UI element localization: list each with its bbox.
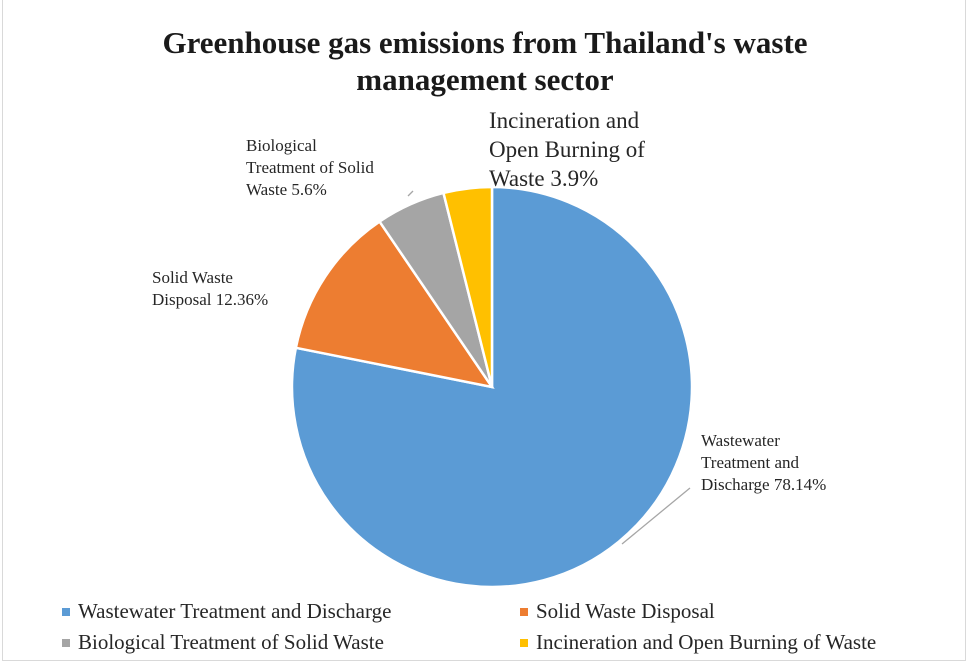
- leader-lines: [407, 190, 691, 545]
- data-label-solid-waste: Solid Waste Disposal 12.36%: [152, 267, 332, 311]
- chart-title-line-2: management sector: [356, 62, 614, 97]
- legend-item-biological: Biological Treatment of Solid Waste: [62, 627, 384, 658]
- legend-item-incineration: Incineration and Open Burning of Waste: [520, 627, 876, 658]
- legend-swatch-incineration: [520, 638, 528, 647]
- data-label-wastewater: Wastewater Treatment and Discharge 78.14…: [701, 430, 901, 496]
- legend-label-biological: Biological Treatment of Solid Waste: [78, 630, 384, 654]
- legend-item-solid-waste: Solid Waste Disposal: [520, 596, 715, 627]
- data-label-biological-line-3: Waste 5.6%: [246, 180, 327, 199]
- legend-label-incineration: Incineration and Open Burning of Waste: [536, 630, 877, 654]
- leader-line-wastewater: [621, 487, 691, 545]
- data-label-incineration-line-1: Incineration and: [489, 108, 640, 133]
- legend-swatch-biological: [62, 638, 70, 647]
- chart-title: Greenhouse gas emissions from Thailand's…: [0, 24, 970, 98]
- pie-slice-incineration: [441, 185, 494, 388]
- data-label-solid-waste-line-2: Disposal 12.36%: [152, 290, 269, 309]
- data-label-biological-line-1: Biological: [246, 136, 317, 155]
- data-label-wastewater-line-2: Treatment and: [701, 453, 800, 472]
- data-label-biological: Biological Treatment of Solid Waste 5.6%: [246, 135, 426, 201]
- leader-line-biological: [407, 190, 414, 197]
- legend-label-wastewater: Wastewater Treatment and Discharge: [78, 599, 392, 623]
- pie-slices: [290, 185, 694, 589]
- data-label-incineration: Incineration and Open Burning of Waste 3…: [489, 106, 749, 193]
- data-label-biological-line-2: Treatment of Solid: [246, 158, 374, 177]
- chart-title-line-1: Greenhouse gas emissions from Thailand's…: [162, 25, 808, 60]
- data-label-wastewater-line-1: Wastewater: [701, 431, 780, 450]
- data-label-wastewater-line-3: Discharge 78.14%: [701, 475, 827, 494]
- legend-label-solid-waste: Solid Waste Disposal: [536, 599, 715, 623]
- pie-slice-solid-waste: [294, 219, 495, 389]
- legend-swatch-solid-waste: [520, 607, 528, 616]
- data-label-solid-waste-line-1: Solid Waste: [152, 268, 233, 287]
- legend-swatch-wastewater: [62, 607, 70, 616]
- legend-item-wastewater: Wastewater Treatment and Discharge: [62, 596, 391, 627]
- data-label-incineration-line-3: Waste 3.9%: [489, 166, 599, 191]
- data-label-incineration-line-2: Open Burning of: [489, 137, 645, 162]
